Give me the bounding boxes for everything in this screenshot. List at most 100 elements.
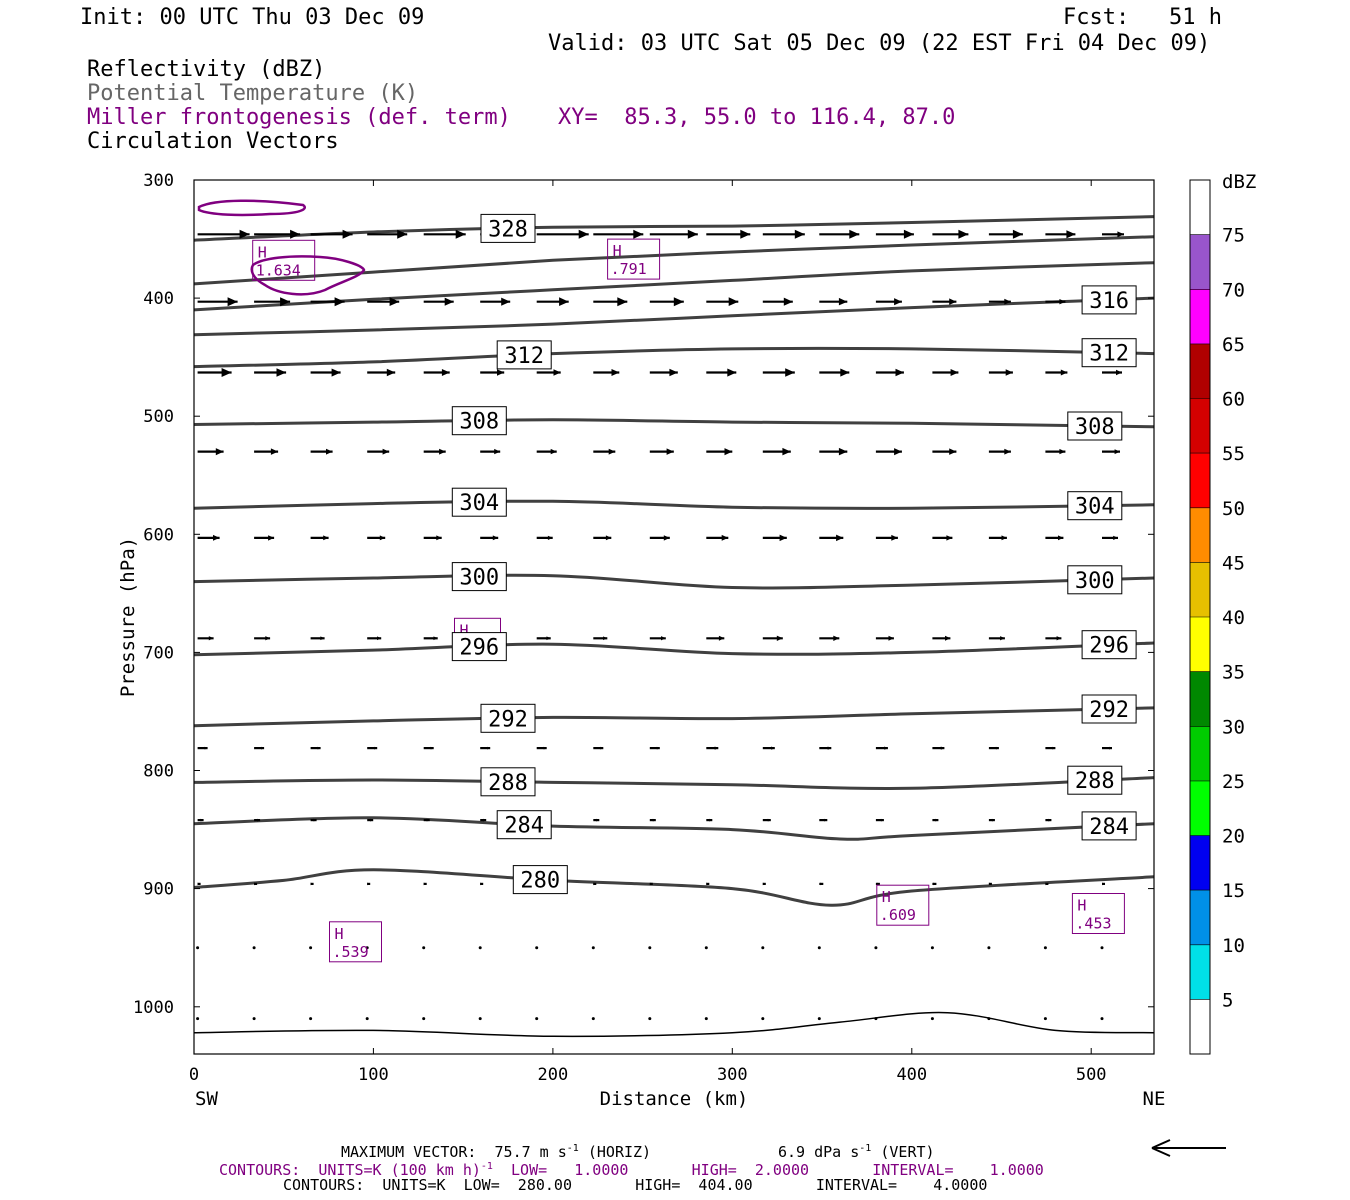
circulation-vector: [932, 298, 957, 305]
colorbar-swatch: [1190, 671, 1210, 727]
colorbar-swatch: [1190, 343, 1210, 399]
y-tick-label: 500: [143, 407, 174, 427]
circulation-vector: [254, 229, 301, 239]
maximum-value: 1.634: [256, 261, 301, 279]
circulation-vector: [874, 1017, 878, 1021]
circulation-vector: [367, 746, 378, 750]
circulation-vector: [197, 368, 232, 377]
circulation-vector: [1102, 535, 1118, 540]
field-potential-temperature: Potential Temperature (K): [87, 81, 419, 106]
circulation-vector: [1045, 818, 1052, 822]
maximum-label: H.539: [329, 921, 382, 963]
colorbar-swatch: [1190, 180, 1210, 235]
circulation-vector: [197, 636, 214, 641]
circulation-vector: [423, 369, 450, 376]
circulation-vector: [310, 746, 321, 750]
circulation-vector: [932, 746, 945, 750]
circulation-vector: [252, 946, 256, 950]
circulation-vector: [649, 818, 656, 822]
circulation-vector: [591, 1017, 595, 1021]
circulation-vector: [196, 946, 200, 950]
theta-label-300: 300: [451, 562, 507, 592]
colorbar-swatch: [1190, 890, 1210, 945]
x-tick-label: 200: [538, 1065, 569, 1085]
colorbar-swatch: [1190, 234, 1210, 290]
circulation-vector: [480, 297, 511, 306]
y-tick-label: 700: [143, 643, 174, 663]
circulation-vector: [761, 946, 765, 950]
circulation-vector: [648, 1017, 652, 1021]
theta-label-292: 292: [480, 703, 536, 733]
theta-contour-labels: 328 316 312 312 308 308 304 304 300 300 296 296 292 2…: [451, 213, 1137, 895]
maximum-value: .609: [880, 906, 916, 924]
circulation-vector: [988, 229, 1023, 239]
circulation-vector: [480, 818, 487, 822]
theta-label-308: 308: [451, 406, 507, 436]
circulation-vector: [819, 534, 844, 542]
reference-vector-arrow: [1151, 1139, 1226, 1157]
circulation-vector: [197, 297, 238, 307]
circulation-vector: [988, 369, 1013, 376]
circulation-vector: [988, 746, 999, 750]
circulation-vector: [875, 882, 880, 886]
colorbar-level-label: 55: [1222, 443, 1245, 465]
maximum-letter: H: [613, 242, 622, 260]
colorbar-level-label: 40: [1222, 607, 1245, 629]
reflectivity-colorbar: 5 10 15 20 25 30 35 40 45 50 55 60 65 70 75 dBZ: [1189, 171, 1256, 1055]
theta-contour-284: [193, 816, 1155, 841]
svg-text:312: 312: [1089, 342, 1129, 367]
circulation-vector: [367, 229, 408, 239]
circulation-vector: [593, 636, 608, 641]
contours-theta-info: CONTOURS: UNITS=K LOW= 280.00 HIGH= 404.…: [283, 1176, 988, 1194]
x-tick-label: 0: [189, 1065, 199, 1085]
svg-text:292: 292: [1089, 698, 1129, 723]
circulation-vector: [197, 229, 250, 239]
circulation-vector: [649, 882, 653, 886]
circulation-vector: [875, 534, 898, 541]
circulation-vector: [423, 448, 446, 455]
circulation-vector: [817, 946, 821, 950]
circulation-vector: [593, 297, 628, 307]
svg-text:292: 292: [488, 707, 528, 732]
circulation-vector: [706, 818, 713, 822]
theta-contour-308: [193, 418, 1155, 429]
y-tick-label: 400: [143, 289, 174, 309]
svg-text:308: 308: [459, 410, 499, 435]
colorbar-swatch: [1190, 453, 1210, 508]
circulation-vector: [480, 535, 499, 541]
colorbar-level-label: 35: [1222, 662, 1245, 684]
circulation-vector: [309, 946, 313, 950]
colorbar-swatch: [1190, 617, 1210, 672]
circulation-vector: [819, 368, 850, 377]
field-circulation-vectors: Circulation Vectors: [87, 129, 339, 154]
colorbar-level-label: 65: [1222, 334, 1245, 356]
circulation-vector: [988, 448, 1011, 455]
circulation-vector: [1102, 882, 1105, 886]
x-tick-label: 400: [896, 1065, 927, 1085]
circulation-vector: [762, 818, 771, 822]
circulation-vector: [367, 448, 390, 455]
circulation-vector: [423, 882, 427, 886]
svg-text:296: 296: [1089, 634, 1129, 659]
circulation-vector: [254, 535, 275, 541]
circulation-vector: [422, 1017, 426, 1021]
colorbar-swatch: [1190, 398, 1210, 454]
cross-section-xy: XY= 85.3, 55.0 to 116.4, 87.0: [558, 105, 956, 130]
circulation-vector: [535, 1017, 539, 1021]
circulation-vector: [536, 229, 589, 239]
circulation-vector: [649, 229, 698, 239]
colorbar-swatch: [1190, 289, 1210, 344]
maximum-letter: H: [1077, 897, 1086, 915]
x-endpoint-left: SW: [195, 1088, 218, 1110]
circulation-vector: [423, 818, 430, 822]
svg-text:284: 284: [1089, 815, 1129, 840]
theta-contour-324: [193, 235, 1155, 286]
y-tick-label: 800: [143, 762, 174, 782]
colorbar-swatch: [1190, 835, 1210, 891]
circulation-vector: [706, 635, 725, 641]
y-tick-label: 900: [143, 880, 174, 900]
circulation-vector: [367, 818, 374, 822]
circulation-vector: [875, 368, 904, 377]
circulation-vector: [706, 448, 733, 456]
circulation-vector: [310, 448, 333, 455]
